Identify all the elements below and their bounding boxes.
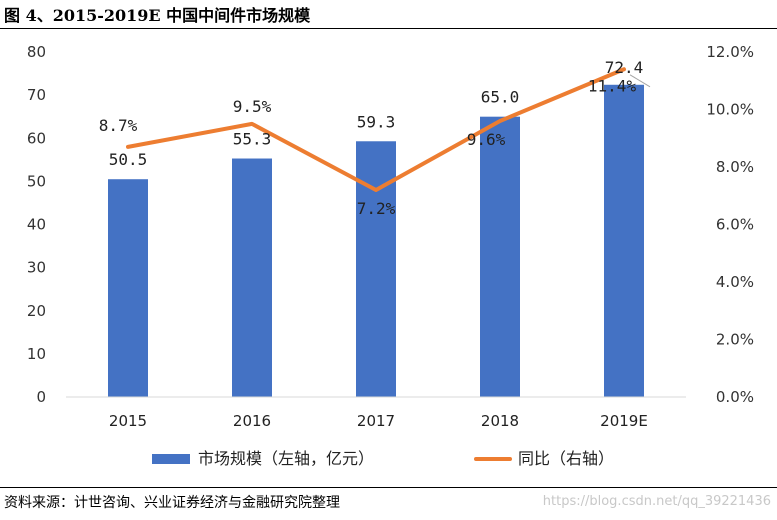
top-rule: [0, 28, 777, 29]
x-axis-tick: 2016: [233, 412, 271, 430]
left-axis-tick: 60: [27, 129, 46, 147]
legend-swatch-bar: [152, 454, 190, 464]
line-value-label: 8.7%: [99, 116, 138, 135]
bottom-rule: [0, 487, 777, 488]
label-leader-line: [629, 74, 651, 88]
bar-value-label: 59.3: [357, 112, 396, 131]
bar-series: [108, 84, 644, 398]
watermark: https://blog.csdn.net/qq_39221436: [542, 494, 771, 509]
chart: 50.5 55.3 59.3 65.0 72.4 8.7% 9.5% 7.2% 9.6% 11.4…: [27, 43, 754, 468]
right-axis-tick: 10.0%: [706, 101, 754, 119]
figure-title: 图 4、2015-2019E 中国中间件市场规模: [4, 6, 311, 25]
right-axis-tick: 4.0%: [716, 273, 754, 291]
right-axis-tick: 2.0%: [716, 331, 754, 349]
bar-value-label: 65.0: [481, 88, 520, 107]
left-axis-tick: 0: [36, 388, 46, 406]
bar-2015: [108, 179, 148, 397]
bar-value-label: 72.4: [605, 58, 644, 77]
line-value-label: 9.6%: [467, 130, 506, 149]
left-axis-tick: 50: [27, 172, 46, 190]
right-axis-tick: 0.0%: [716, 388, 754, 406]
axes: 0 10 20 30 40 50 60 70 80 0.0% 2.0% 4.0% 6.0% 8.0% 10.…: [27, 43, 754, 430]
right-axis-tick: 8.0%: [716, 158, 754, 176]
x-axis-tick: 2019E: [600, 412, 648, 430]
bar-2017: [356, 141, 396, 397]
line-series: [126, 67, 626, 192]
left-axis-tick: 80: [27, 43, 46, 61]
data-labels: 50.5 55.3 59.3 65.0 72.4 8.7% 9.5% 7.2% 9.6% 11.4…: [99, 58, 651, 218]
bar-2018: [480, 116, 520, 397]
bar-value-label: 50.5: [109, 150, 148, 169]
x-axis-tick: 2018: [481, 412, 519, 430]
left-axis-tick: 20: [27, 302, 46, 320]
legend: 市场规模（左轴，亿元） 同比（右轴）: [152, 449, 614, 468]
legend-label-line: 同比（右轴）: [518, 449, 614, 468]
x-axis-tick: 2017: [357, 412, 395, 430]
bar-value-label: 55.3: [233, 130, 272, 149]
source-note: 资料来源：计世咨询、兴业证券经济与金融研究院整理: [4, 495, 340, 511]
bar-2019E: [604, 84, 644, 398]
left-axis-tick: 10: [27, 345, 46, 363]
left-axis-tick: 70: [27, 86, 46, 104]
right-axis-tick: 12.0%: [706, 43, 754, 61]
right-axis-tick: 6.0%: [716, 216, 754, 234]
line-value-label: 7.2%: [357, 199, 396, 218]
bar-2016: [232, 158, 272, 397]
line-value-label: 11.4%: [588, 76, 637, 95]
legend-label-bar: 市场规模（左轴，亿元）: [198, 449, 374, 468]
left-axis-tick: 30: [27, 259, 46, 277]
line-value-label: 9.5%: [233, 97, 272, 116]
x-axis-tick: 2015: [109, 412, 147, 430]
left-axis-tick: 40: [27, 216, 46, 234]
